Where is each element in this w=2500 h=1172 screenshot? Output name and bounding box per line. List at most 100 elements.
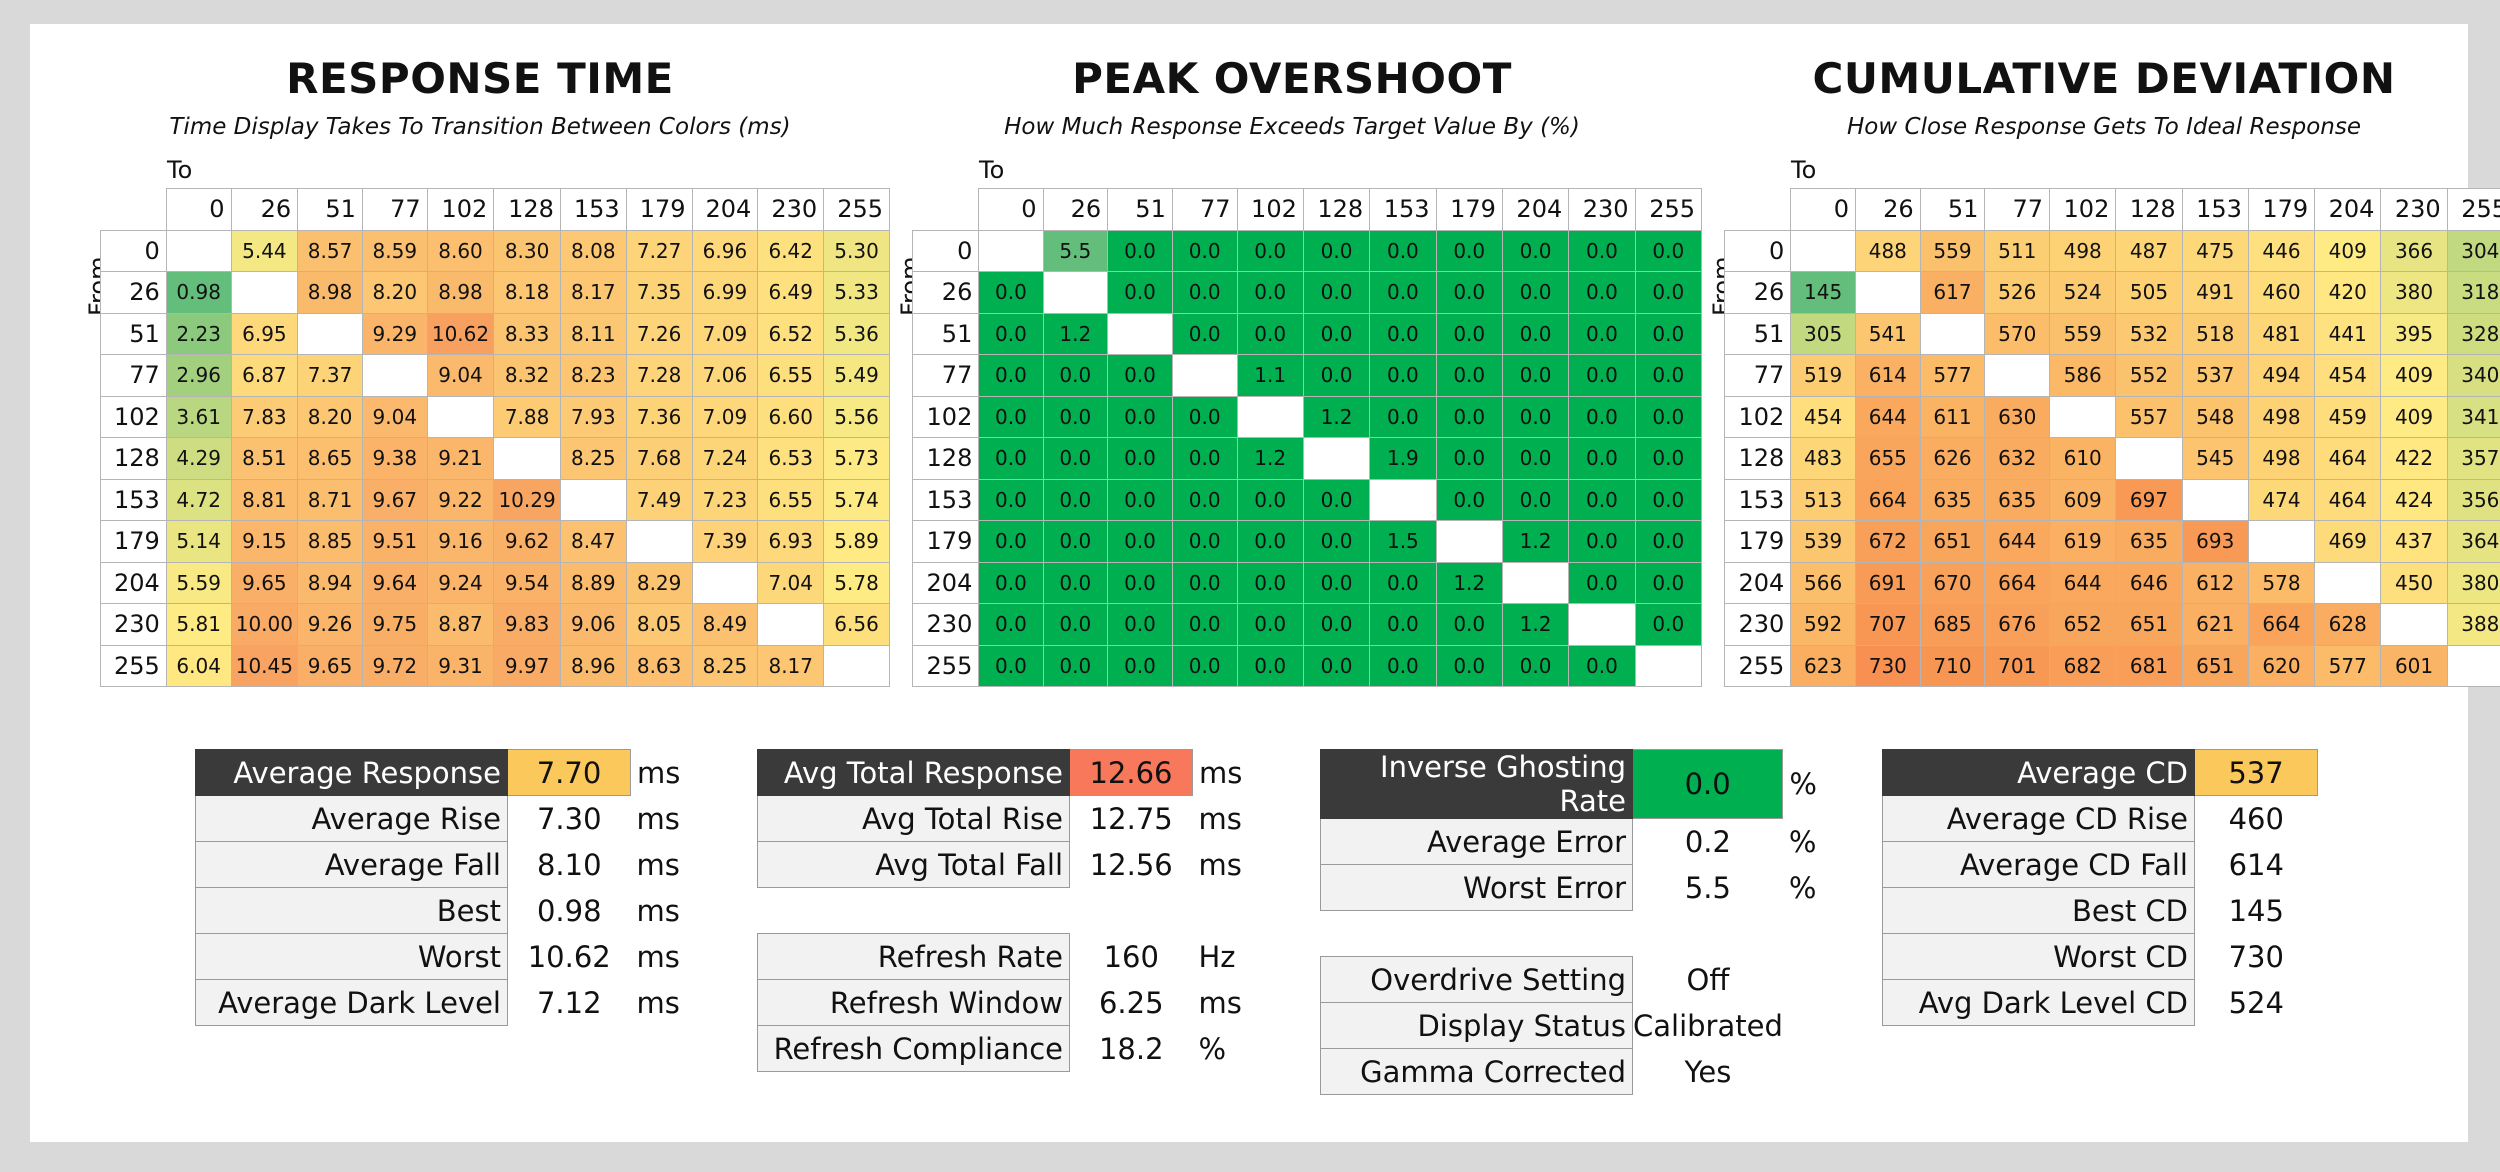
stat-unit — [2318, 796, 2375, 842]
heatmap-cell: 6.87 — [230, 354, 299, 397]
heatmap-cell: 0.0 — [1171, 312, 1238, 355]
heatmap-cell: 409 — [2380, 395, 2448, 438]
from-level-label: 102 — [1723, 395, 1792, 438]
heatmap-cell: 0.0 — [1435, 395, 1503, 438]
heatmap-cell: 8.81 — [230, 478, 299, 521]
heatmap-cell: 409 — [2380, 354, 2448, 397]
heatmap-cell: 9.15 — [230, 520, 299, 563]
from-level-label: 0 — [100, 229, 167, 272]
results-card: RESPONSE TIME Time Display Takes To Tran… — [30, 24, 2500, 1142]
from-level-label: 204 — [1723, 561, 1792, 604]
heatmap-cell: 0.0 — [1042, 520, 1109, 563]
to-level-label: 51 — [1919, 188, 1986, 231]
heatmap-cell: 0.0 — [1568, 478, 1636, 521]
stat-label: Worst CD — [1882, 933, 2195, 980]
stat-row: Average Fall 8.10 ms — [195, 841, 688, 888]
heatmap-cell: 441 — [2314, 312, 2382, 355]
stat-row: Average Rise 7.30 ms — [195, 795, 688, 842]
from-level-label: 204 — [911, 561, 980, 604]
overshoot-stats-table: Inverse Ghosting Rate 0.0% Average Error 0.… — [1320, 749, 1839, 1095]
heatmap-cell: 8.57 — [297, 229, 363, 272]
heatmap-cell: 6.42 — [757, 229, 825, 272]
heatmap-cell: 464 — [2314, 437, 2382, 480]
stat-label: Avg Total Rise — [757, 795, 1070, 842]
to-level-label: 128 — [493, 188, 561, 231]
response-time-title: RESPONSE TIME — [286, 54, 674, 103]
heatmap-cell: 9.62 — [493, 520, 561, 563]
to-level-label: 255 — [1634, 188, 1703, 231]
heatmap-cell: 685 — [1919, 603, 1986, 646]
heatmap-cell: 0.98 — [165, 271, 232, 314]
heatmap-cell: 566 — [1790, 561, 1856, 604]
heatmap-cell: 3.61 — [165, 395, 232, 438]
heatmap-cell: 5.49 — [823, 354, 890, 397]
to-level-label: 179 — [1435, 188, 1503, 231]
heatmap-cell: 7.23 — [691, 478, 759, 521]
stat-unit: ms — [1198, 847, 1242, 882]
heatmap-cell: 710 — [1919, 644, 1986, 687]
heatmap-cell: 614 — [1854, 354, 1921, 397]
heatmap-cell — [1042, 271, 1109, 314]
heatmap-cell: 609 — [2049, 478, 2117, 521]
heatmap-cell: 328 — [2446, 312, 2500, 355]
heatmap-cell: 0.0 — [1634, 271, 1703, 314]
heatmap-cell: 7.06 — [691, 354, 759, 397]
stat-value: 18.2 — [1098, 1031, 1164, 1066]
heatmap-cell: 0.0 — [1568, 437, 1636, 480]
stat-label: Average CD Rise — [1882, 795, 2195, 842]
stat-unit: ms — [1199, 755, 1243, 790]
heatmap-cell: 0.0 — [1042, 395, 1109, 438]
stat-row: Avg Total Rise 12.75 ms — [757, 795, 1250, 842]
heatmap-cell: 6.55 — [757, 354, 825, 397]
heatmap-cell: 0.0 — [1171, 561, 1238, 604]
cumulative-deviation-title: CUMULATIVE DEVIATION — [1812, 54, 2396, 103]
heatmap-cell — [2446, 644, 2500, 687]
heatmap-cell: 8.87 — [426, 603, 495, 646]
to-level-label: 102 — [1236, 188, 1304, 231]
heatmap-cell — [230, 271, 299, 314]
stat-row: Avg Dark Level CD 524 — [1882, 979, 2375, 1026]
heatmap-cell: 7.83 — [230, 395, 299, 438]
heatmap-cell: 577 — [2314, 644, 2382, 687]
heatmap-cell: 8.65 — [297, 437, 363, 480]
heatmap-cell: 9.04 — [426, 354, 495, 397]
heatmap-row: 51 305 541 570 559 532 518 481 441 395 328 — [1723, 312, 2500, 355]
from-level-label: 26 — [911, 271, 980, 314]
heatmap-cell: 0.0 — [1302, 312, 1371, 355]
heatmap-cell: 628 — [2314, 603, 2382, 646]
heatmap-cell: 491 — [2181, 271, 2249, 314]
heatmap-row: 255 0.0 0.0 0.0 0.0 0.0 0.0 0.0 0.0 0.0 0.0 — [911, 644, 1703, 687]
heatmap-cell: 9.51 — [361, 520, 428, 563]
heatmap-cell: 9.24 — [426, 561, 495, 604]
heatmap-cell: 0.0 — [1107, 437, 1173, 480]
from-level-label: 179 — [100, 520, 167, 563]
heatmap-cell: 364 — [2446, 520, 2500, 563]
heatmap-cell — [559, 478, 627, 521]
heatmap-cell: 0.0 — [1171, 395, 1238, 438]
heatmap-cell: 8.51 — [230, 437, 299, 480]
heatmap-cell: 0.0 — [1501, 354, 1570, 397]
heatmap-cell: 460 — [2247, 271, 2316, 314]
stat-unit: % — [1198, 1031, 1227, 1066]
heatmap-cell — [757, 603, 825, 646]
stat-label: Average Fall — [195, 841, 508, 888]
heatmap-cell: 0.0 — [1302, 478, 1371, 521]
from-level-label: 153 — [911, 478, 980, 521]
heatmap-cell: 9.22 — [426, 478, 495, 521]
heatmap-cell: 707 — [1854, 603, 1921, 646]
heatmap-cell: 682 — [2049, 644, 2117, 687]
heatmap-cell: 644 — [1854, 395, 1921, 438]
stat-label: Avg Total Fall — [757, 841, 1070, 888]
heatmap-cell: 681 — [2115, 644, 2183, 687]
heatmap-cell: 8.96 — [559, 644, 627, 687]
heatmap-cell: 0.0 — [1302, 520, 1371, 563]
heatmap-cell: 5.44 — [230, 229, 299, 272]
heatmap-cell: 620 — [2247, 644, 2316, 687]
heatmap-cell: 0.0 — [1236, 561, 1304, 604]
from-level-label: 255 — [911, 644, 980, 687]
heatmap-cell: 0.0 — [1634, 603, 1703, 646]
to-level-label: 51 — [1107, 188, 1173, 231]
heatmap-cell: 9.29 — [361, 312, 428, 355]
stat-row: Average CD 537 — [1882, 749, 2375, 796]
heatmap-cell: 730 — [1854, 644, 1921, 687]
